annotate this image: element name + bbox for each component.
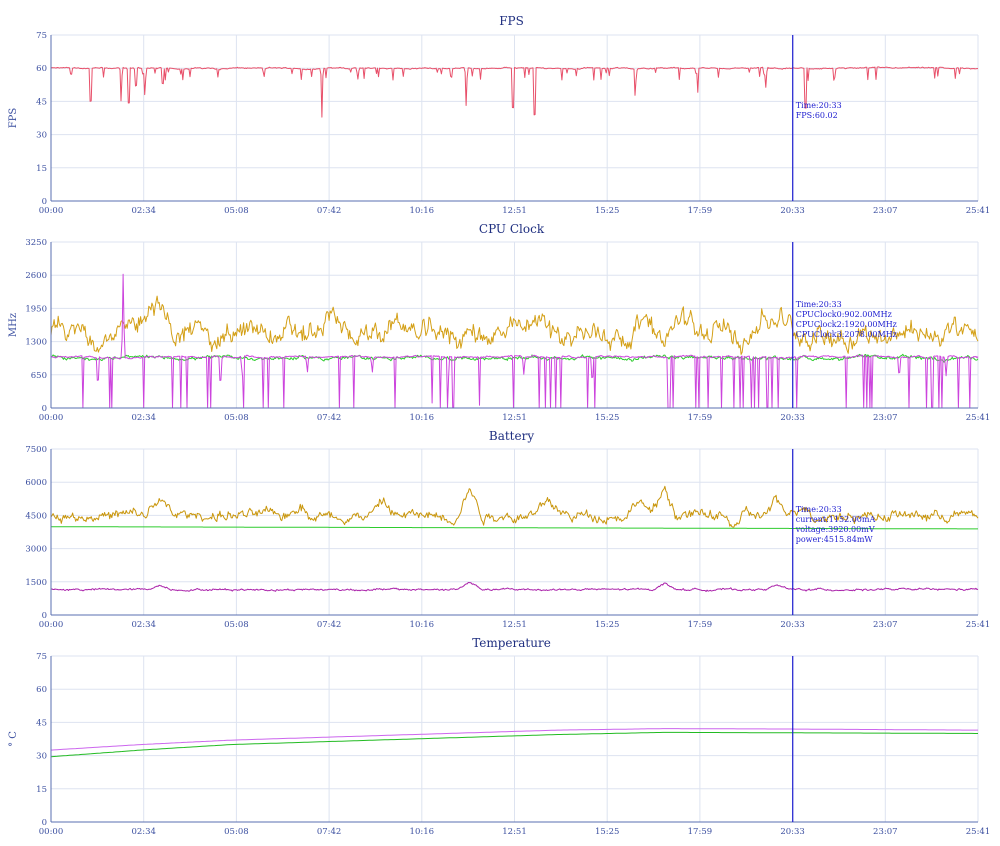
series-line-1 [50, 731, 978, 758]
x-tick-label: 00:00 [39, 827, 64, 837]
y-tick-label: 7500 [25, 445, 47, 455]
x-tick-label: 10:16 [410, 413, 435, 423]
x-tick-label: 15:25 [595, 620, 620, 630]
cursor-readout: Time:20:33 [796, 300, 842, 309]
y-tick-label: 2600 [25, 271, 47, 281]
x-tick-label: 25:41 [966, 620, 991, 630]
x-tick-label: 25:41 [966, 206, 991, 216]
x-tick-label: 07:42 [317, 206, 342, 216]
series-line-0 [50, 485, 979, 528]
x-tick-label: 15:25 [595, 413, 620, 423]
x-tick-label: 10:16 [410, 206, 435, 216]
y-tick-label: 15 [36, 785, 47, 795]
y-tick-label: 0 [42, 818, 47, 828]
x-tick-label: 02:34 [131, 827, 156, 837]
y-tick-label: 30 [36, 131, 47, 141]
x-tick-label: 17:59 [688, 620, 713, 630]
y-tick-label: 60 [36, 64, 47, 74]
y-tick-label: 45 [36, 718, 47, 728]
chart-title: FPS [499, 14, 524, 28]
x-tick-label: 17:59 [688, 206, 713, 216]
y-tick-label: 75 [36, 31, 47, 41]
x-tick-label: 15:25 [595, 206, 620, 216]
x-tick-label: 00:00 [39, 620, 64, 630]
cursor-readout: CPUClock0:902.00MHz [796, 310, 892, 319]
y-tick-label: 3000 [25, 545, 47, 555]
cursor-readout: current:1152.00mA [796, 515, 876, 524]
y-tick-label: 45 [36, 97, 47, 107]
x-tick-label: 02:34 [131, 413, 156, 423]
x-tick-label: 15:25 [595, 827, 620, 837]
chart-panel-1: CPU Clock MHz 0 650 1300 1950 2600 3250 00:00 02:… [8, 222, 990, 423]
x-tick-label: 20:33 [780, 620, 805, 630]
y-tick-label: 15 [36, 164, 47, 174]
y-tick-label: 6000 [25, 478, 47, 488]
series-line-1 [51, 526, 978, 530]
x-tick-label: 00:00 [39, 413, 64, 423]
x-tick-label: 23:07 [873, 206, 898, 216]
x-tick-label: 05:08 [224, 206, 249, 216]
chart-title: Battery [489, 429, 534, 443]
y-tick-label: 3250 [25, 238, 47, 248]
cursor-readout: Time:20:33 [796, 101, 842, 110]
y-tick-label: 0 [42, 611, 47, 621]
x-tick-label: 23:07 [873, 413, 898, 423]
x-tick-label: 25:41 [966, 413, 991, 423]
chart-panel-3: Temperature ° C 0 15 30 45 60 75 00:00 02:34 05:08… [8, 636, 990, 837]
cursor-readout: Time:20:33 [796, 505, 842, 514]
y-tick-label: 1300 [25, 338, 47, 348]
x-tick-label: 05:08 [224, 413, 249, 423]
y-tick-label: 0 [42, 197, 47, 207]
x-tick-label: 10:16 [410, 620, 435, 630]
x-tick-label: 07:42 [317, 827, 342, 837]
x-tick-label: 00:00 [39, 206, 64, 216]
cursor-readout: FPS:60.02 [796, 111, 838, 120]
chart-panel-2: Battery 0 1500 3000 4500 6000 7500 00:00 02:34 05… [25, 429, 990, 630]
x-tick-label: 17:59 [688, 827, 713, 837]
x-tick-label: 12:51 [502, 413, 527, 423]
y-tick-label: 75 [36, 652, 47, 662]
chart-title: Temperature [472, 636, 551, 650]
x-tick-label: 23:07 [873, 620, 898, 630]
series-line-0 [50, 728, 978, 751]
x-tick-label: 07:42 [317, 413, 342, 423]
series-line-0 [50, 66, 979, 118]
x-tick-label: 05:08 [224, 620, 249, 630]
cursor-readout: CPUClock2:1920.00MHz [796, 320, 897, 329]
x-tick-label: 20:33 [780, 206, 805, 216]
x-tick-label: 12:51 [502, 827, 527, 837]
chart-panel-0: FPS FPS 0 15 30 45 60 75 00:00 02:34 05:08 07:42 10:… [8, 14, 990, 216]
y-tick-label: 0 [42, 404, 47, 414]
y-tick-label: 30 [36, 752, 47, 762]
x-tick-label: 05:08 [224, 827, 249, 837]
x-tick-label: 02:34 [131, 206, 156, 216]
y-axis-label: MHz [8, 313, 19, 337]
y-tick-label: 4500 [25, 511, 47, 521]
cursor-readout: power:4515.84mW [796, 535, 874, 544]
series-line-2 [51, 582, 979, 592]
cursor-readout: voltage:3920.00mV [795, 525, 875, 534]
x-tick-label: 12:51 [502, 206, 527, 216]
x-tick-label: 25:41 [966, 827, 991, 837]
cursor-readout: CPUClock3:2078.00MHz [796, 330, 897, 339]
x-tick-label: 20:33 [780, 827, 805, 837]
x-tick-label: 07:42 [317, 620, 342, 630]
y-tick-label: 650 [31, 371, 47, 381]
y-axis-label: ° C [8, 731, 19, 747]
y-tick-label: 1500 [25, 578, 47, 588]
x-tick-label: 20:33 [780, 413, 805, 423]
y-axis-label: FPS [8, 108, 19, 129]
x-tick-label: 10:16 [410, 827, 435, 837]
y-tick-label: 1950 [25, 304, 47, 314]
y-tick-label: 60 [36, 685, 47, 695]
chart-title: CPU Clock [479, 222, 545, 236]
series-line-0 [50, 295, 979, 355]
x-tick-label: 17:59 [688, 413, 713, 423]
x-tick-label: 12:51 [502, 620, 527, 630]
series-line-2 [50, 273, 979, 409]
x-tick-label: 02:34 [131, 620, 156, 630]
x-tick-label: 23:07 [873, 827, 898, 837]
